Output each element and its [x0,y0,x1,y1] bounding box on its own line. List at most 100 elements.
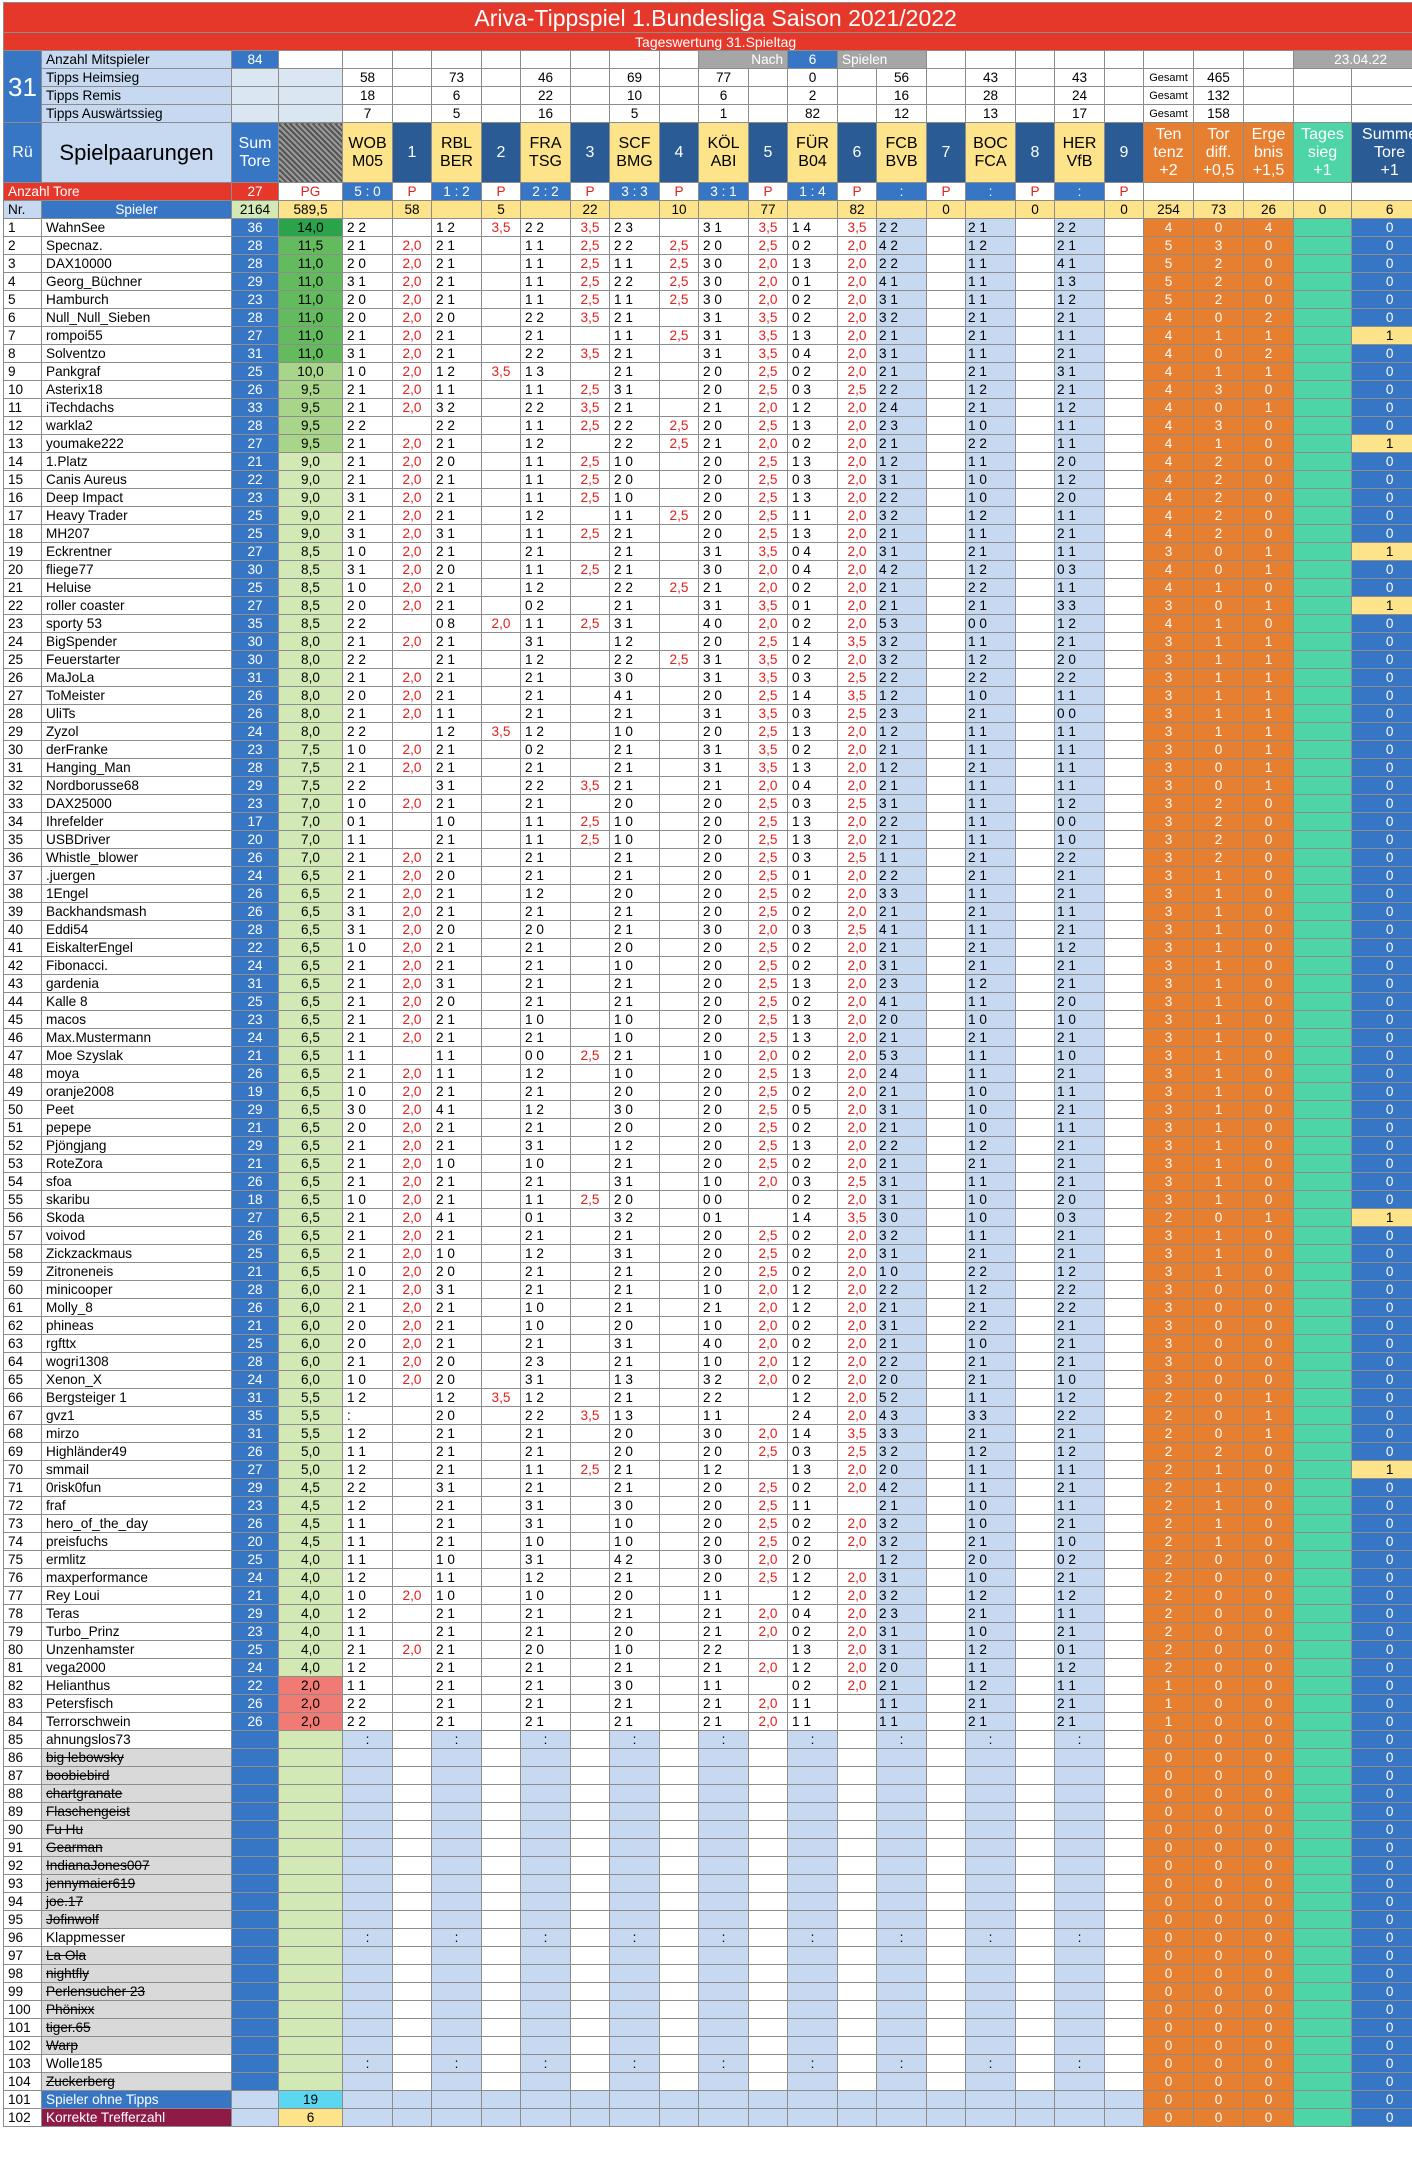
cell [392,1928,432,1947]
player-match-points [1104,578,1144,597]
player-match-points [570,1496,610,1515]
player-tip: 2 0 [698,812,749,831]
bonus-result: 0 [1243,272,1294,291]
player-match-points [926,578,966,597]
player-points: 6,5 [278,1028,343,1047]
player-match-points [392,1514,432,1533]
player-match-points [926,506,966,525]
player-tip: 2 1 [698,1694,749,1713]
cell [609,200,660,219]
cell [1293,1766,1352,1785]
cell [659,1874,699,1893]
player-match-points [926,1118,966,1137]
player-match-points [1015,722,1055,741]
bonus-value: 0 [1193,2108,1244,2127]
player-match-points [570,722,610,741]
player-match-points [1015,1244,1055,1263]
bonus-result: 0 [1243,1028,1294,1047]
cell [748,86,788,105]
player-match-points [659,488,699,507]
player-match-points [926,326,966,345]
player-match-points: 2,0 [748,776,788,795]
player-name: Eckrentner [41,542,232,561]
player-rank: 81 [3,1658,42,1677]
player-rank: 14 [3,452,42,471]
player-match-points: 2,0 [748,290,788,309]
player-tip: 3 1 [520,1550,571,1569]
player-tip: 2 2 [609,236,660,255]
footer-row: 102 Korrekte Trefferzahl 6 0 0 0 0 [3,2108,1412,2127]
player-match-points [1015,488,1055,507]
cell [1104,1802,1144,1821]
player-match-points [659,1460,699,1479]
bonus-goals: 0 [1350,1082,1412,1101]
player-name: USBDriver [41,830,232,849]
cell [481,1766,521,1785]
player-name: hero_of_the_day [41,1514,232,1533]
player-tip [876,1892,927,1911]
bonus-daywin [1293,1658,1352,1677]
table-row: 97 La Ola 0 0 0 0 [3,1946,1412,1965]
player-tip [520,1982,571,2001]
player-tip [1054,1964,1105,1983]
player-name: iTechdachs [41,398,232,417]
player-tip: 2 1 [876,1298,927,1317]
player-match-points [926,1244,966,1263]
cell [1293,1964,1352,1983]
player-points: 9,5 [278,434,343,453]
player-tip: 2 1 [431,1118,482,1137]
cell [837,2108,877,2127]
cell [1104,1946,1144,1965]
player-match-points [837,1496,877,1515]
player-tip: 2 1 [431,1028,482,1047]
player-tip: 2 4 [876,398,927,417]
player-match-points: 2,0 [837,1226,877,1245]
player-match-points: 2,0 [392,686,432,705]
player-points: 6,5 [278,866,343,885]
player-tip: 1 2 [787,1298,838,1317]
player-match-points [1104,362,1144,381]
player-points: 8,0 [278,686,343,705]
bonus-daywin [1293,1586,1352,1605]
player-tip: 3 1 [876,794,927,813]
player-match-points [659,362,699,381]
bonus-goals: 0 [1350,974,1412,993]
player-rank: 90 [3,1820,42,1839]
player-match-points [570,1712,610,1731]
player-tip [698,1892,749,1911]
bonus-goals: 0 [1350,686,1412,705]
bonus-goals: 0 [1350,272,1412,291]
player-tip: 2 0 [698,506,749,525]
player-tip: 1 1 [520,830,571,849]
bonus-goals: 0 [1350,650,1412,669]
player-rank: 44 [3,992,42,1011]
player-match-points [926,1478,966,1497]
bonus-goals: 0 [1350,1046,1412,1065]
player-tip: 1 1 [520,560,571,579]
player-tip: 1 0 [698,1172,749,1191]
player-match-points [570,1316,610,1335]
stats-value: 16 [876,86,927,105]
player-match-points [1104,1208,1144,1227]
player-tip: 2 0 [698,938,749,957]
player-match-points [392,1604,432,1623]
player-tip: 1 2 [787,1658,838,1677]
player-name: DAX10000 [41,254,232,273]
player-name: voivod [41,1226,232,1245]
player-tip: 2 2 [698,1640,749,1659]
player-match-points: 2,0 [748,398,788,417]
player-tip: 2 1 [431,1532,482,1551]
player-tip: 0 2 [787,650,838,669]
bonus-value: 0 [1243,1856,1294,1875]
player-tip: 1 1 [1054,416,1105,435]
player-name: UliTs [41,704,232,723]
player-tip: 3 1 [520,1496,571,1515]
player-match-points: 2,0 [837,722,877,741]
bonus-diff: 1 [1193,1478,1244,1497]
cell [659,50,699,69]
total-goals: 2164 [231,200,279,219]
player-tip: 1 0 [965,1568,1016,1587]
player-match-points [1015,902,1055,921]
